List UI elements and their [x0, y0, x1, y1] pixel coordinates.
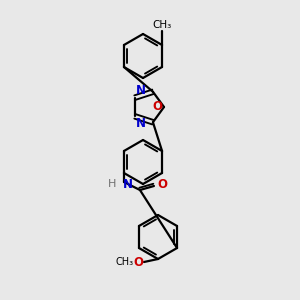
Text: N: N	[123, 178, 133, 190]
Text: H: H	[108, 179, 116, 189]
Text: N: N	[136, 117, 146, 130]
Text: CH₃: CH₃	[116, 257, 134, 267]
Text: O: O	[152, 100, 162, 113]
Text: O: O	[133, 256, 143, 268]
Text: N: N	[136, 84, 146, 97]
Text: O: O	[157, 178, 167, 191]
Text: CH₃: CH₃	[152, 20, 172, 30]
